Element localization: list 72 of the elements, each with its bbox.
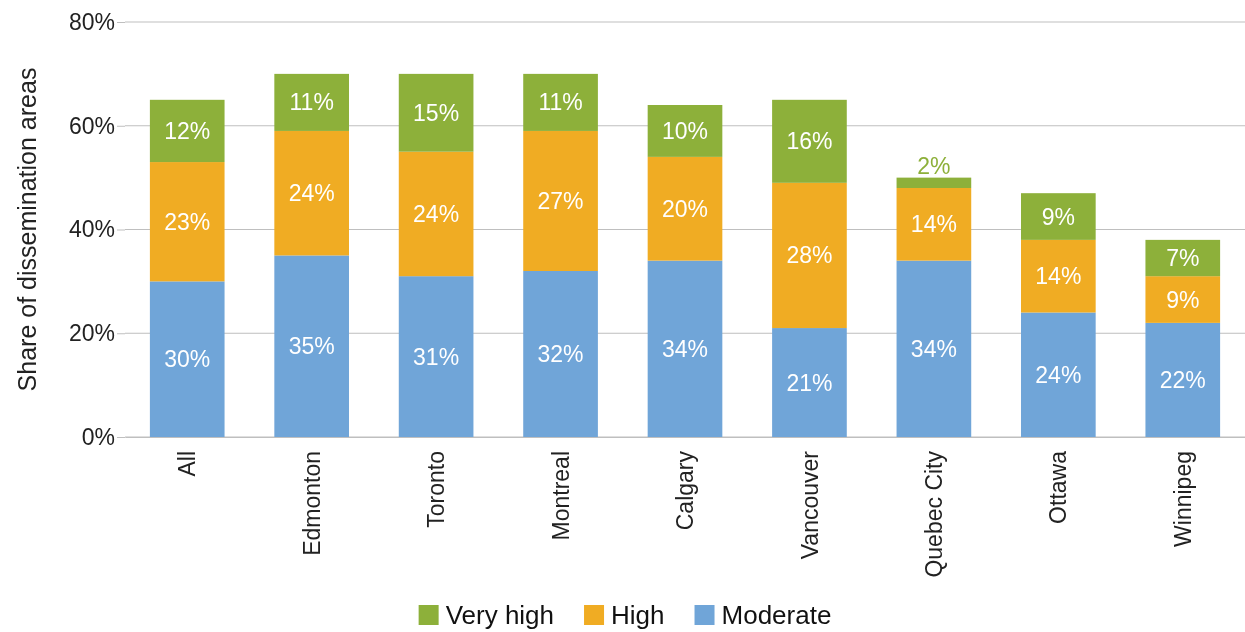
text: 11% xyxy=(538,89,583,116)
x-tick-label: Winnipeg xyxy=(1169,451,1196,547)
x-tick-label: All xyxy=(174,451,201,477)
text: 9% xyxy=(1041,203,1075,230)
text: 7% xyxy=(1166,245,1200,272)
y-tick-label: 40% xyxy=(68,216,115,243)
text: 16% xyxy=(786,128,833,155)
text: 2% xyxy=(917,152,951,179)
bar xyxy=(523,73,598,131)
x-tick-label: Ottawa xyxy=(1045,450,1072,524)
bar xyxy=(772,328,847,437)
bar xyxy=(274,255,349,437)
bar xyxy=(274,130,349,256)
bar xyxy=(274,73,349,131)
bar xyxy=(896,260,972,437)
y-tick-label: 80% xyxy=(68,8,115,35)
bar xyxy=(398,73,474,152)
text: 14% xyxy=(910,211,957,238)
text: 24% xyxy=(288,180,335,207)
text: 31% xyxy=(413,343,460,370)
y-tick-label: 0% xyxy=(81,423,115,450)
text: 23% xyxy=(164,208,211,235)
bar xyxy=(772,99,847,183)
y-axis-title: Share of dissemination areas xyxy=(13,67,41,392)
text: 10% xyxy=(661,117,709,144)
bar xyxy=(1021,239,1096,313)
text: 22% xyxy=(1159,366,1206,393)
text: 32% xyxy=(537,341,584,368)
bar xyxy=(149,99,225,163)
x-tick-label: Montreal xyxy=(547,451,574,541)
text: 28% xyxy=(786,242,833,269)
bar xyxy=(647,260,723,437)
bar xyxy=(1145,239,1221,277)
legend-label: High xyxy=(611,600,665,631)
bar xyxy=(1021,193,1096,240)
bar xyxy=(149,281,225,437)
x-tick-label: Vancouver xyxy=(796,450,823,560)
bar xyxy=(1145,322,1221,437)
legend-label: Moderate xyxy=(721,600,832,631)
text: 34% xyxy=(910,335,957,362)
text: 27% xyxy=(537,188,584,215)
bar xyxy=(398,151,474,277)
x-tick-label: Toronto xyxy=(423,451,450,528)
text: 21% xyxy=(786,369,833,396)
text: 15% xyxy=(413,99,460,126)
text: 34% xyxy=(661,335,709,362)
bar xyxy=(647,105,723,157)
text: 24% xyxy=(413,200,460,227)
bar xyxy=(1021,312,1096,437)
bar xyxy=(149,162,225,282)
bar xyxy=(647,156,723,261)
y-tick-label: 60% xyxy=(68,112,115,139)
bar xyxy=(896,188,972,261)
bar xyxy=(772,182,847,329)
text: 24% xyxy=(1035,361,1082,388)
bar xyxy=(1145,276,1221,323)
text: 9% xyxy=(1166,286,1200,313)
text: 30% xyxy=(164,346,211,373)
text: 12% xyxy=(164,117,211,144)
bar xyxy=(523,130,598,271)
text: 11% xyxy=(289,89,334,116)
bar xyxy=(523,271,598,437)
x-tick-label: Quebec City xyxy=(920,450,947,578)
text: 20% xyxy=(661,195,709,222)
y-tick-label: 20% xyxy=(68,320,115,347)
bar xyxy=(398,276,474,437)
text: 35% xyxy=(288,333,335,360)
x-tick-label: Calgary xyxy=(672,450,699,531)
text: 14% xyxy=(1035,263,1082,290)
x-tick-label: Edmonton xyxy=(298,451,325,556)
bar xyxy=(896,177,972,188)
legend-label: Very high xyxy=(445,600,555,631)
